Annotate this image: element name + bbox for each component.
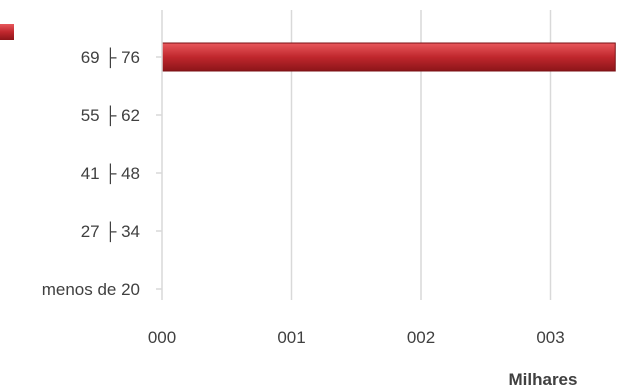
x-tick-label: 003 <box>536 328 564 347</box>
y-tick-label: 69 ├ 76 <box>81 47 140 69</box>
y-tick-label: 41 ├ 48 <box>81 163 140 185</box>
x-axis-title: Milhares <box>509 370 578 387</box>
legend-swatch-fragment <box>0 24 14 40</box>
y-tick-label: 27 ├ 34 <box>81 221 140 243</box>
y-tick-label: 55 ├ 62 <box>81 105 140 127</box>
x-tick-label: 001 <box>277 328 305 347</box>
bar <box>161 42 616 72</box>
axes <box>156 10 163 300</box>
tick-labels: 000 001 002 003 menos de 20 27 ├ 34 41 ├ 48 55 … <box>42 47 565 347</box>
y-tick-label: menos de 20 <box>42 280 140 299</box>
x-tick-label: 002 <box>407 328 435 347</box>
x-tick-label: 000 <box>148 328 176 347</box>
bars <box>0 24 616 72</box>
